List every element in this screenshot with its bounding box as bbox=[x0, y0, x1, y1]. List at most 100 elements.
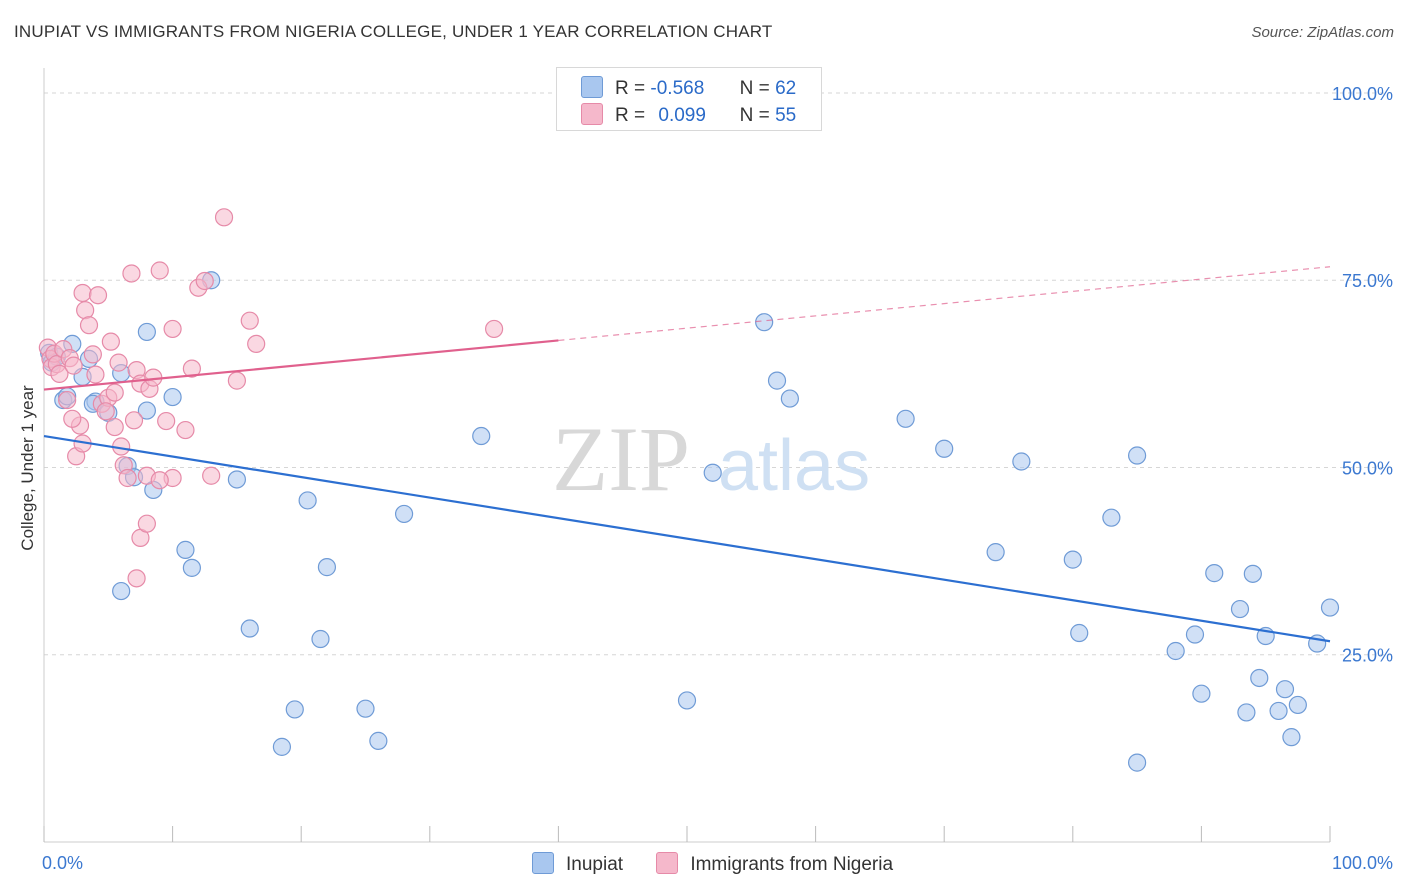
inupiat-point bbox=[112, 581, 131, 601]
inupiat-point bbox=[1275, 680, 1295, 699]
inupiat-point bbox=[986, 543, 1005, 562]
r-label: R = bbox=[615, 105, 646, 126]
inupiat-point bbox=[896, 409, 915, 428]
x-tick-label: 0.0% bbox=[42, 853, 83, 873]
y-tick-label: 100.0% bbox=[1332, 84, 1393, 104]
y-axis-label: College, Under 1 year bbox=[18, 385, 37, 551]
nigeria-point bbox=[86, 365, 105, 384]
nigeria-point bbox=[182, 359, 201, 378]
trend-line-nigeria bbox=[43, 339, 559, 391]
legend-item-inupiat[interactable]: Inupiat bbox=[532, 852, 623, 876]
inupiat-swatch bbox=[581, 76, 603, 98]
trend-lines bbox=[43, 266, 1331, 643]
inupiat-point bbox=[227, 470, 246, 489]
inupiat-point bbox=[1282, 728, 1301, 747]
nigeria-point bbox=[195, 271, 214, 291]
inupiat-point bbox=[1192, 684, 1211, 703]
correlation-legend: R = -0.568 N = 62 R = 0.099 N = 55 bbox=[556, 67, 822, 131]
inupiat-point bbox=[677, 691, 697, 710]
nigeria-point bbox=[76, 301, 95, 320]
legend-label-inupiat: Inupiat bbox=[566, 854, 624, 875]
nigeria-swatch bbox=[581, 103, 603, 125]
n-label: N = bbox=[739, 105, 770, 126]
inupiat-point bbox=[311, 629, 330, 649]
inupiat-point bbox=[1230, 599, 1250, 619]
r-value-inupiat: -0.568 bbox=[650, 78, 705, 99]
inupiat-point bbox=[1250, 668, 1269, 688]
inupiat-point bbox=[272, 737, 292, 756]
nigeria-point bbox=[176, 420, 195, 440]
legend-item-nigeria[interactable]: Immigrants from Nigeria bbox=[656, 852, 893, 876]
inupiat-point bbox=[1320, 598, 1340, 617]
watermark-zip: ZIP bbox=[552, 408, 690, 510]
inupiat-point bbox=[1102, 508, 1121, 527]
inupiat-point bbox=[1012, 452, 1031, 471]
inupiat-point bbox=[163, 387, 182, 407]
inupiat-point bbox=[1205, 564, 1224, 583]
nigeria-point bbox=[101, 332, 120, 351]
nigeria-point bbox=[88, 286, 108, 305]
nigeria-point bbox=[163, 319, 182, 339]
n-label: N = bbox=[739, 78, 770, 99]
nigeria-point bbox=[214, 208, 234, 227]
inupiat-point bbox=[394, 504, 414, 524]
nigeria-point bbox=[50, 364, 69, 383]
inupiat-point bbox=[780, 389, 799, 408]
inupiat-point bbox=[1237, 703, 1256, 722]
nigeria-point bbox=[105, 417, 124, 437]
nigeria-point bbox=[79, 316, 99, 335]
legend-label-nigeria: Immigrants from Nigeria bbox=[690, 854, 894, 875]
legend-row-inupiat: R = -0.568 N = 62 bbox=[581, 76, 796, 102]
r-value-nigeria: 0.099 bbox=[658, 105, 706, 126]
nigeria-point bbox=[122, 264, 141, 283]
trend-line-inupiat bbox=[43, 434, 1331, 643]
inupiat-point bbox=[1243, 564, 1262, 583]
tick-labels: 25.0% 50.0% 75.0% 100.0% 0.0% 100.0% bbox=[42, 84, 1393, 873]
nigeria-point bbox=[137, 514, 156, 533]
nigeria-point bbox=[202, 466, 221, 485]
x-tick-label: 100.0% bbox=[1332, 853, 1393, 873]
inupiat-point bbox=[703, 463, 722, 482]
n-value-inupiat: 62 bbox=[775, 78, 797, 99]
nigeria-point bbox=[485, 319, 504, 339]
nigeria-point bbox=[96, 402, 115, 421]
inupiat-point bbox=[176, 540, 195, 559]
nigeria-point bbox=[73, 283, 92, 303]
inupiat-point bbox=[1185, 625, 1205, 644]
nigeria-point bbox=[227, 371, 246, 390]
inupiat-point bbox=[1070, 623, 1089, 643]
inupiat-point bbox=[1288, 695, 1307, 715]
inupiat-point bbox=[369, 731, 388, 750]
inupiat-point bbox=[1127, 446, 1147, 465]
nigeria-point bbox=[105, 383, 124, 402]
nigeria-point bbox=[247, 334, 266, 354]
nigeria-point bbox=[63, 409, 82, 428]
y-tick-label: 75.0% bbox=[1342, 271, 1393, 291]
r-label: R = bbox=[615, 78, 646, 99]
inupiat-point bbox=[137, 401, 156, 420]
nigeria-point bbox=[83, 345, 102, 364]
inupiat-point bbox=[298, 491, 317, 510]
trend-line-nigeria-extrapolated bbox=[558, 266, 1331, 342]
inupiat-point bbox=[285, 700, 304, 719]
y-tick-label: 25.0% bbox=[1342, 646, 1393, 666]
inupiat-point bbox=[935, 439, 954, 458]
nigeria-point bbox=[109, 353, 128, 372]
nigeria-point bbox=[118, 468, 137, 488]
axes bbox=[43, 68, 1331, 843]
inupiat-point bbox=[137, 322, 156, 342]
y-tick-label: 50.0% bbox=[1342, 458, 1393, 478]
inupiat-point bbox=[182, 558, 201, 577]
inupiat-point bbox=[1166, 641, 1185, 661]
nigeria-point bbox=[127, 569, 146, 588]
grid-lines bbox=[44, 92, 1392, 656]
nigeria-point bbox=[157, 411, 176, 431]
series-inupiat-points bbox=[40, 271, 1340, 772]
nigeria-point bbox=[150, 471, 169, 490]
inupiat-point bbox=[1127, 753, 1147, 772]
series-legend: Inupiat Immigrants from Nigeria bbox=[532, 852, 921, 876]
inupiat-point bbox=[1063, 550, 1082, 569]
series-nigeria-points bbox=[38, 208, 504, 588]
chart-title: INUPIAT VS IMMIGRANTS FROM NIGERIA COLLE… bbox=[14, 22, 773, 41]
